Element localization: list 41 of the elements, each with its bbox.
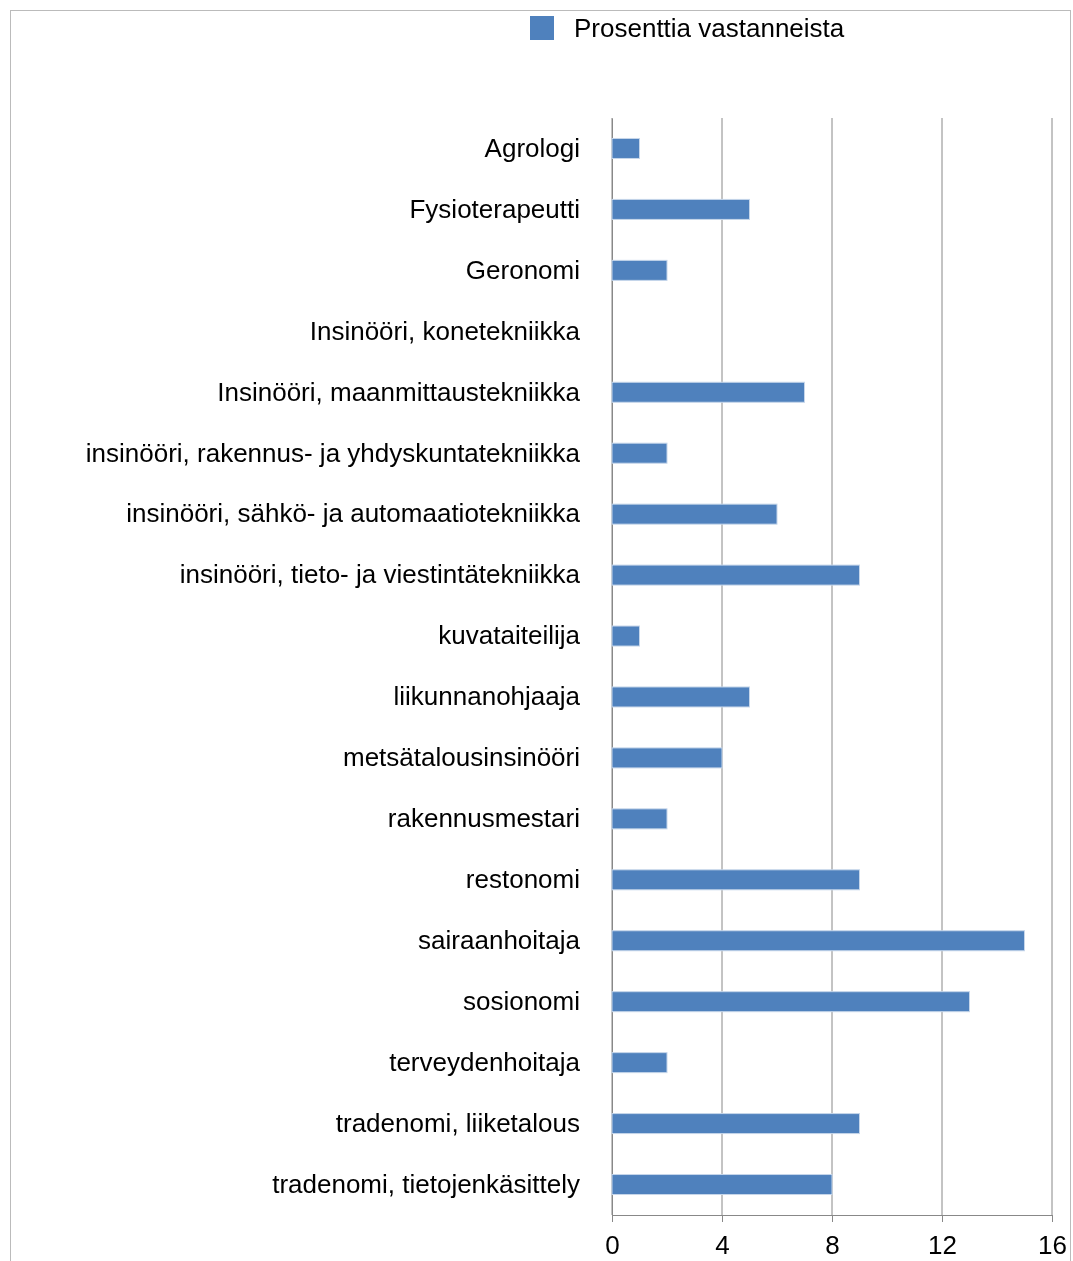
bar [611,991,970,1013]
y-tick-label: tradenomi, tietojenkäsittely [272,1168,580,1199]
bar [611,930,1025,952]
x-tick-label: 0 [605,1229,620,1260]
bar [611,869,860,891]
y-tick-label: Agrologi [484,132,580,163]
bar [611,1174,833,1196]
y-tick-label: Insinööri, konetekniikka [309,315,581,346]
bar [611,564,860,586]
y-tick-label: kuvataiteilija [438,620,581,651]
x-tick-label: 4 [715,1229,730,1260]
y-tick-label: Geronomi [465,254,580,285]
y-tick-label: Fysioterapeutti [409,193,580,224]
bar [611,625,640,647]
bar [611,381,805,403]
bar [611,686,750,708]
y-tick-label: insinööri, tieto- ja viestintätekniikka [179,559,581,590]
bar [611,259,668,281]
y-tick-label: restonomi [465,864,580,895]
y-tick-label: Insinööri, maanmittaustekniikka [217,376,581,407]
bar [611,1052,668,1074]
x-tick-label: 16 [1038,1229,1067,1260]
y-tick-label: rakennusmestari [387,803,580,834]
x-tick-label: 12 [928,1229,957,1260]
bar [611,442,668,464]
bar [611,1113,860,1135]
bar [611,747,723,769]
y-tick-label: sairaanhoitaja [418,925,581,956]
bar [611,137,640,159]
y-tick-label: liikunnanohjaaja [393,681,581,712]
y-tick-label: terveydenhoitaja [389,1046,581,1077]
y-tick-label: insinööri, sähkö- ja automaatiotekniikka [126,498,581,529]
bar [611,808,668,830]
y-tick-label: insinööri, rakennus- ja yhdyskuntatekniikka [85,437,581,468]
y-tick-label: metsätalousinsinööri [342,742,580,773]
x-tick-label: 8 [825,1229,840,1260]
bar [611,198,750,220]
y-tick-label: tradenomi, liiketalous [335,1107,580,1138]
legend-label: Prosenttia vastanneista [574,13,845,43]
bar [611,503,778,525]
y-tick-label: sosionomi [462,986,580,1017]
